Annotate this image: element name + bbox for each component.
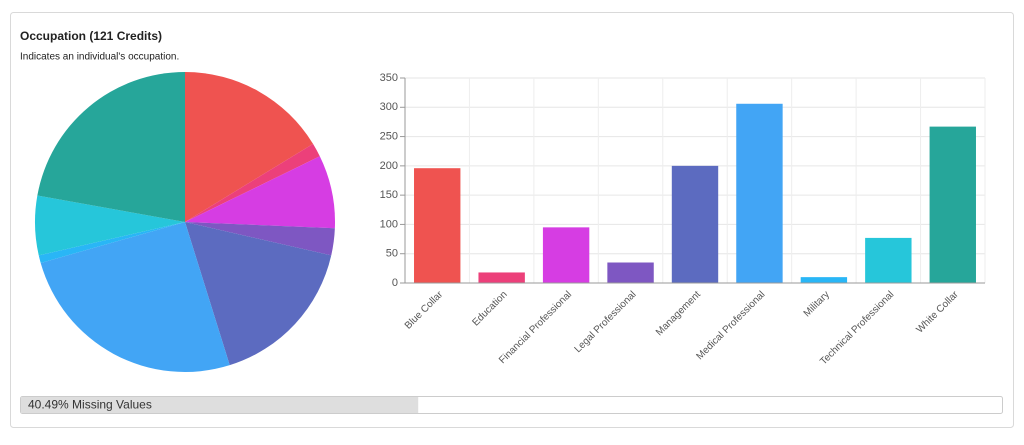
y-tick-label: 0 — [392, 277, 398, 289]
pie-slice — [185, 72, 314, 222]
bar — [414, 168, 461, 283]
bar — [800, 277, 848, 283]
progress-fill — [21, 397, 419, 413]
y-tick-label: 100 — [380, 218, 398, 230]
pie-slice — [185, 156, 335, 229]
bar — [542, 227, 590, 283]
pie-slice — [34, 195, 185, 256]
pie-slice — [38, 222, 185, 263]
title: Occupation (121 Credits) — [20, 29, 162, 43]
pie-slice — [185, 143, 320, 222]
y-tick-label: 50 — [386, 248, 398, 260]
y-tick-label: 250 — [380, 130, 398, 142]
bar — [671, 165, 719, 283]
progress-label: 40.49% Missing Values — [28, 398, 152, 412]
pie-slice — [185, 222, 332, 366]
y-tick-label: 150 — [380, 189, 398, 201]
bar — [607, 262, 654, 283]
pie-slice — [37, 72, 185, 222]
pie-slice — [40, 222, 230, 373]
y-tick-label: 300 — [380, 101, 398, 113]
y-tick-label: 350 — [380, 72, 398, 84]
y-tick-label: 200 — [380, 160, 398, 172]
subtitle: Indicates an individual's occupation. — [20, 52, 179, 63]
bar — [736, 103, 783, 284]
bar — [865, 237, 912, 283]
pie-slice — [185, 222, 335, 256]
bar — [478, 272, 525, 283]
bar — [929, 126, 976, 283]
